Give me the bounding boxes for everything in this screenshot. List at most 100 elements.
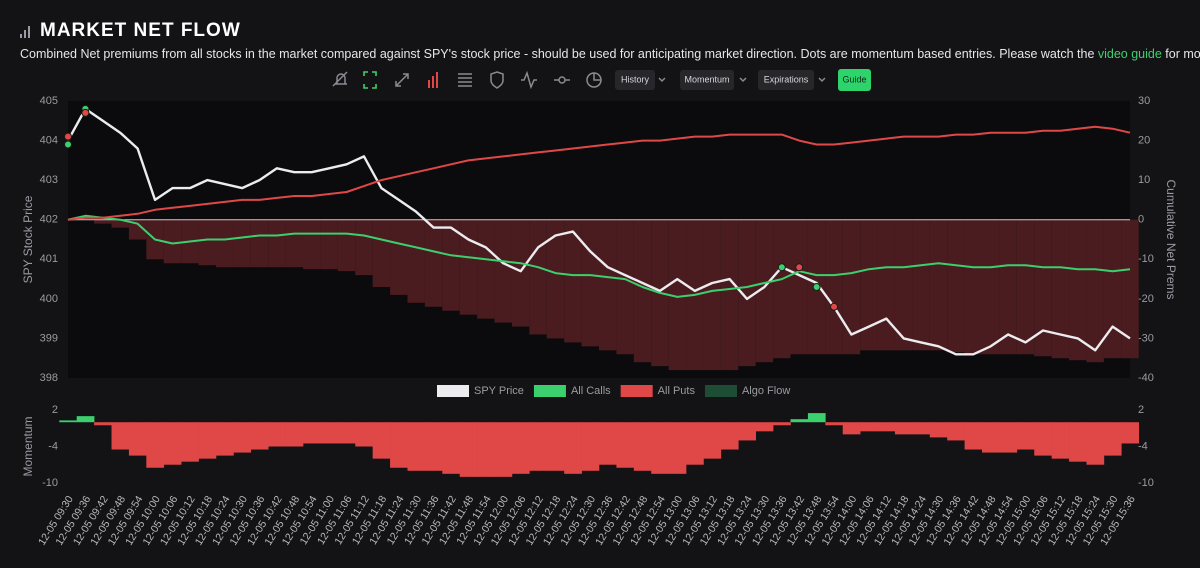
flow-bar — [599, 219, 617, 351]
momentum-bar — [442, 422, 461, 474]
momentum-bar — [233, 422, 252, 453]
flow-bar — [773, 219, 791, 359]
momentum-button[interactable] — [680, 70, 734, 90]
momentum-bar — [181, 422, 199, 462]
momentum-bar — [616, 422, 635, 468]
flow-bar — [703, 219, 721, 371]
flow-bar — [1069, 219, 1087, 361]
flow-bar — [198, 219, 216, 266]
legend-label: All Calls — [571, 385, 611, 397]
momentum-bar — [128, 422, 147, 456]
legend-swatch — [620, 385, 653, 397]
flow-bar — [860, 219, 878, 351]
legend-swatch — [533, 385, 566, 397]
entry-dot — [795, 263, 804, 272]
momentum-bar — [390, 422, 408, 468]
legend-label: SPY Price — [474, 385, 524, 397]
momentum-bar — [999, 422, 1018, 453]
momentum-bar — [982, 422, 1000, 453]
flow-bar — [372, 219, 391, 287]
expand-icon[interactable] — [395, 73, 409, 87]
momentum-bar — [755, 422, 774, 432]
momentum-bar — [546, 422, 565, 471]
shield-icon[interactable] — [490, 71, 504, 89]
momentum-bar — [581, 422, 600, 471]
momentum-bar — [633, 422, 652, 471]
alerts-icon[interactable] — [332, 71, 348, 87]
guide-button-label: Guide — [842, 74, 866, 84]
momentum-bar — [668, 422, 687, 474]
legend-swatch — [704, 385, 737, 397]
entry-dot — [830, 302, 839, 311]
chevron[interactable] — [818, 77, 826, 83]
momentum-bar — [285, 422, 304, 447]
history-button-label: History — [621, 74, 650, 84]
y2-tick-label: 10 — [1138, 174, 1150, 186]
momentum-bar — [1121, 422, 1140, 444]
momentum-bar — [1103, 422, 1122, 456]
flow-bar — [1121, 219, 1139, 359]
entry-dot — [812, 282, 821, 291]
flow-bar — [581, 219, 599, 347]
momentum-bar — [529, 422, 548, 471]
momentum-bar — [720, 422, 739, 450]
y2-tick-label: 30 — [1138, 95, 1150, 107]
momentum-bar — [964, 422, 983, 450]
flow-bar — [929, 219, 948, 351]
momentum-bar — [355, 422, 373, 447]
bars-icon[interactable] — [428, 72, 438, 88]
toolbar: History Momentum Expirations Guide — [332, 69, 871, 91]
y2-tick-label: -40 — [1138, 372, 1154, 384]
video-guide-link[interactable]: video guide — [1098, 47, 1162, 61]
history-button[interactable] — [615, 70, 655, 90]
momentum-bar — [94, 422, 112, 426]
momentum-bar — [825, 422, 844, 426]
expirations-button[interactable] — [758, 70, 814, 90]
flow-bar — [390, 219, 408, 295]
pulse-icon[interactable] — [521, 70, 537, 90]
momentum-bar — [320, 422, 339, 444]
momentum-bar — [163, 422, 182, 465]
momentum-bar — [459, 422, 478, 477]
flow-bar — [633, 219, 652, 363]
flow-bar — [738, 219, 756, 367]
momentum-bar — [929, 422, 948, 438]
list-icon[interactable] — [458, 73, 472, 87]
y-tick-label: 402 — [40, 214, 58, 226]
flow-bar — [128, 219, 147, 240]
momentum-bar — [912, 422, 931, 435]
guide-button[interactable] — [838, 69, 871, 91]
chevron[interactable] — [658, 77, 666, 83]
y-tick-label: 2 — [52, 404, 58, 416]
momentum-bar — [407, 422, 426, 471]
flow-bar — [790, 219, 808, 355]
momentum-bar — [738, 422, 756, 441]
flow-bar — [564, 219, 582, 343]
y2-axis-title: Cumulative Net Prems — [1164, 179, 1178, 299]
flow-bar — [320, 219, 338, 270]
focus-icon[interactable] — [363, 71, 377, 89]
legend-label: Algo Flow — [742, 385, 790, 397]
flow-bar — [894, 219, 913, 351]
series-line — [66, 107, 1131, 356]
flow-bar — [285, 219, 304, 268]
y2-tick-label: 2 — [1138, 404, 1144, 416]
node-icon[interactable] — [554, 76, 570, 84]
flow-bar — [303, 219, 321, 270]
momentum-button-label: Momentum — [684, 74, 729, 84]
chevron[interactable] — [739, 77, 747, 83]
y2-tick-label: -10 — [1138, 477, 1154, 489]
flow-bar — [964, 219, 983, 355]
momentum-bar — [250, 422, 269, 450]
y-axis-title: SPY Stock Price — [21, 195, 35, 283]
momentum-bar — [773, 422, 791, 426]
momentum-bar — [1016, 422, 1035, 450]
y2-tick-label: 0 — [1138, 214, 1144, 226]
momentum-bar — [424, 422, 443, 471]
pie-icon[interactable] — [586, 72, 602, 88]
flow-bar — [1086, 219, 1104, 363]
flow-bar — [163, 219, 182, 264]
flow-bar — [842, 219, 861, 355]
description-text: Combined Net premiums from all stocks in… — [20, 47, 1098, 61]
